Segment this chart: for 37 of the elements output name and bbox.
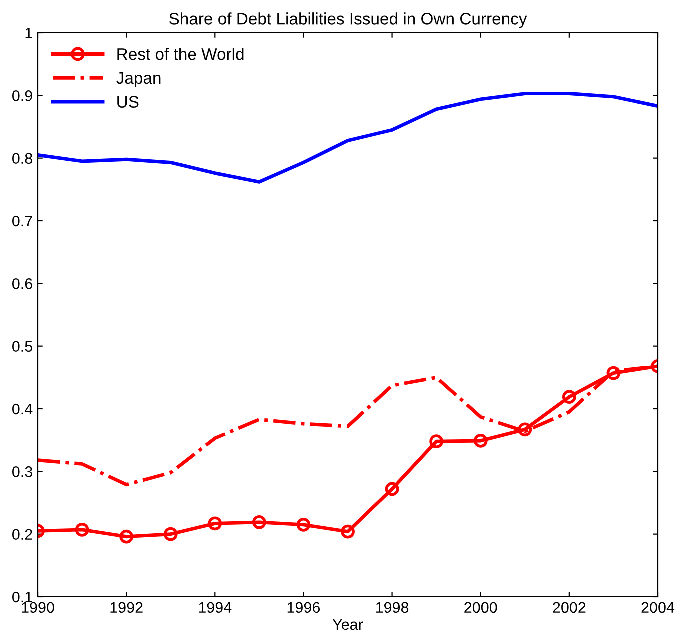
- point: [120, 530, 134, 544]
- y-tick-label: 0.7: [12, 216, 32, 227]
- y-tick-label: 0.3: [12, 466, 32, 478]
- legend-label: Japan: [116, 72, 161, 88]
- y-tick-label: 1: [26, 28, 32, 39]
- legend-label: Rest of the World: [118, 48, 244, 60]
- point: [252, 515, 266, 530]
- x-tick-label: 2000: [464, 602, 498, 614]
- point: [385, 482, 400, 496]
- line-series: [38, 92, 658, 184]
- y-tick-label: 0.8: [12, 153, 32, 164]
- y-tick-label: 0.9: [12, 90, 32, 102]
- point: [208, 516, 222, 531]
- x-tick-label: 1996: [288, 602, 320, 614]
- point: [341, 524, 355, 539]
- x-tick-label: 1998: [376, 602, 409, 614]
- y-tick-label: 0.4: [12, 404, 33, 415]
- point: [474, 434, 488, 448]
- x-tick-label: 2004: [642, 602, 675, 614]
- x-axis-title: Year: [332, 619, 364, 630]
- point: [430, 434, 444, 449]
- point: [164, 527, 178, 542]
- x-tick-label: 1992: [110, 602, 143, 614]
- y-tick-label: 0.1: [12, 592, 32, 603]
- chart-title: Share of Debt Liabilities Issued in Own Currency: [170, 12, 528, 28]
- x-tick-label: 1994: [199, 602, 232, 614]
- x-tick-label: 2002: [553, 602, 586, 614]
- point: [562, 390, 576, 404]
- y-tick-label: 0.2: [12, 529, 32, 540]
- y-tick-label: 0.6: [12, 278, 32, 290]
- point: [606, 366, 621, 380]
- point: [75, 523, 90, 537]
- y-tick-label: 0.5: [12, 341, 32, 352]
- point: [518, 422, 532, 437]
- point: [296, 518, 311, 532]
- legend-label: US: [118, 96, 139, 108]
- x-tick-label: 1990: [22, 602, 54, 614]
